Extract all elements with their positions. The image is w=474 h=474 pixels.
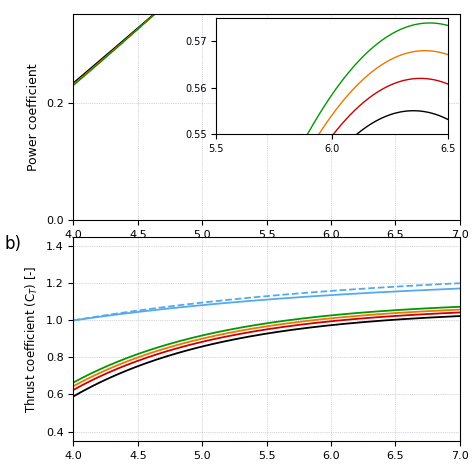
Y-axis label: Thrust coefficient (C$_T$) [-]: Thrust coefficient (C$_T$) [-] xyxy=(24,265,40,413)
X-axis label: Tip speed ratio (λ) [-]: Tip speed ratio (λ) [-] xyxy=(186,246,347,259)
Text: b): b) xyxy=(5,235,22,253)
Y-axis label: Power coefficient: Power coefficient xyxy=(27,64,40,171)
